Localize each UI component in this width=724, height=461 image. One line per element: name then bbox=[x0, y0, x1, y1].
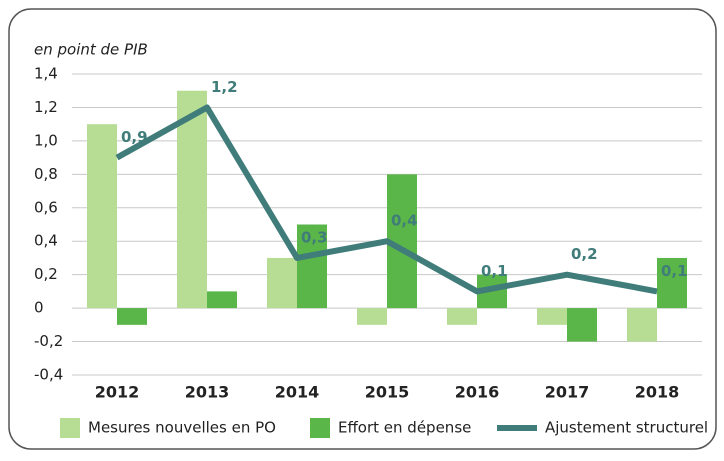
x-tick-label: 2016 bbox=[455, 383, 500, 402]
y-tick-label: 0,8 bbox=[34, 165, 58, 183]
y-tick-label: 0,2 bbox=[34, 265, 58, 283]
y-tick-label: 0 bbox=[34, 299, 44, 317]
bar bbox=[657, 257, 687, 309]
y-tick-label: -0,4 bbox=[34, 366, 63, 384]
bar bbox=[117, 308, 147, 325]
data-label: 0,9 bbox=[121, 128, 148, 146]
data-label: 0,3 bbox=[301, 228, 328, 246]
x-tick-label: 2015 bbox=[365, 383, 410, 402]
bar bbox=[207, 291, 237, 309]
x-tick-label: 2017 bbox=[545, 383, 590, 402]
data-label: 0,1 bbox=[481, 262, 508, 280]
bar bbox=[447, 308, 477, 325]
legend-swatch bbox=[310, 418, 330, 438]
x-tick-label: 2013 bbox=[185, 383, 230, 402]
bar bbox=[87, 124, 117, 309]
y-tick-label: 1,4 bbox=[34, 65, 58, 83]
bar bbox=[537, 308, 567, 325]
x-tick-label: 2018 bbox=[635, 383, 680, 402]
y-tick-label: 1,0 bbox=[34, 131, 58, 149]
legend-label: Ajustement structurel bbox=[545, 419, 708, 437]
data-label: 1,2 bbox=[211, 78, 238, 96]
legend-label: Mesures nouvelles en PO bbox=[88, 419, 276, 437]
data-label: 0,1 bbox=[661, 262, 688, 280]
legend-swatch bbox=[60, 418, 80, 438]
bar bbox=[357, 308, 387, 325]
y-tick-label: -0,2 bbox=[34, 332, 63, 350]
bar bbox=[297, 224, 327, 309]
legend-label: Effort en dépense bbox=[338, 419, 471, 437]
x-tick-label: 2014 bbox=[275, 383, 320, 402]
line bbox=[115, 104, 658, 295]
bar bbox=[177, 90, 207, 309]
x-tick-label: 2012 bbox=[95, 383, 140, 402]
bar bbox=[627, 308, 657, 342]
bar bbox=[267, 257, 297, 309]
bar bbox=[567, 308, 597, 342]
data-label: 0,4 bbox=[391, 212, 418, 230]
y-tick-label: 0,4 bbox=[34, 232, 58, 250]
y-tick-label: 0,6 bbox=[34, 198, 58, 216]
y-tick-label: 1,2 bbox=[34, 98, 58, 116]
subtitle: en point de PIB bbox=[34, 41, 148, 59]
data-label: 0,2 bbox=[571, 245, 598, 263]
